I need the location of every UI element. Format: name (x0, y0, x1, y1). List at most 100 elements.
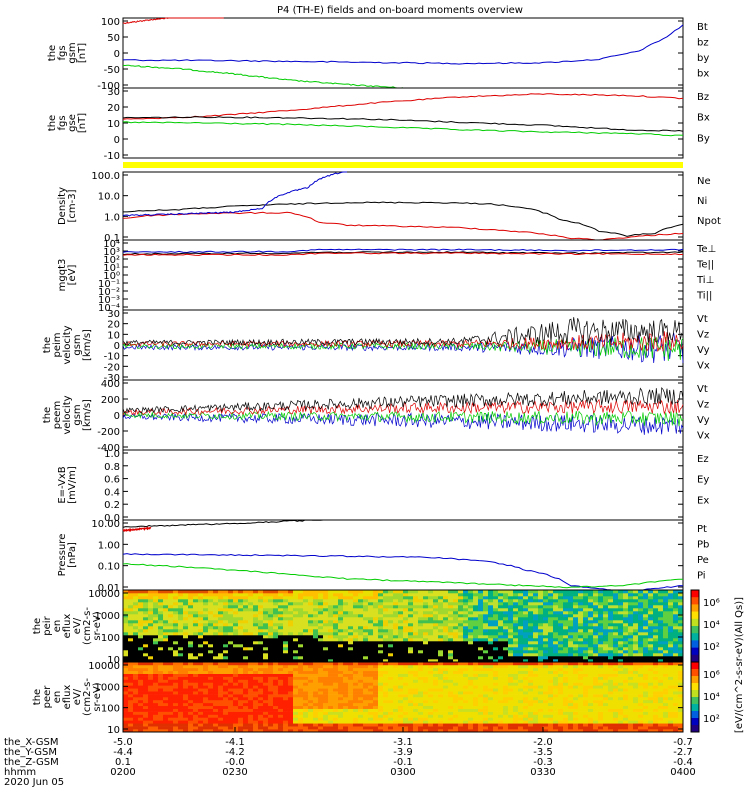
heatmap-cell (348, 667, 354, 672)
heatmap-cell (498, 685, 504, 689)
heatmap-cell (543, 708, 549, 712)
heatmap-cell (208, 688, 214, 692)
heatmap-cell (348, 617, 354, 621)
heatmap-cell (393, 708, 399, 712)
heatmap-cell (348, 656, 354, 660)
heatmap-cell (398, 596, 404, 600)
heatmap-cell (293, 664, 299, 669)
heatmap-cell (173, 702, 179, 707)
heatmap-cell (248, 673, 254, 677)
heatmap-cell (483, 614, 489, 618)
heatmap-cell (183, 617, 189, 621)
heatmap-cell (403, 685, 409, 689)
heatmap-cell (558, 629, 564, 633)
heatmap-cell (313, 667, 319, 672)
heatmap-cell (318, 714, 324, 718)
heatmap-cell (248, 662, 254, 666)
heatmap-cell (128, 670, 134, 674)
heatmap-cell (178, 726, 184, 730)
heatmap-cell (588, 596, 594, 600)
heatmap-cell (218, 614, 224, 618)
heatmap-cell (293, 679, 299, 683)
heatmap-cell (163, 729, 169, 733)
heatmap-cell (288, 682, 294, 686)
heatmap-cell (653, 599, 659, 603)
heatmap-cell (133, 726, 139, 730)
heatmap-cell (343, 614, 349, 618)
heatmap-cell (623, 620, 629, 624)
heatmap-cell (218, 670, 224, 674)
heatmap-cell (193, 720, 199, 724)
heatmap-cell (223, 726, 229, 730)
heatmap-cell (138, 629, 144, 633)
heatmap-cell (333, 599, 339, 603)
heatmap-cell (473, 656, 479, 660)
y-axis-label-line: gsm (67, 42, 78, 63)
heatmap-cell (303, 673, 309, 677)
heatmap-cell (283, 685, 289, 689)
heatmap-cell (503, 596, 509, 600)
heatmap-cell (428, 694, 434, 698)
heatmap-cell (338, 647, 344, 651)
heatmap-cell (553, 605, 559, 609)
heatmap-cell (193, 647, 199, 651)
heatmap-cell (128, 659, 134, 663)
heatmap-cell (223, 702, 229, 707)
heatmap-cell (268, 611, 274, 615)
heatmap-cell (483, 623, 489, 627)
heatmap-cell (293, 673, 299, 677)
heatmap-cell (298, 599, 304, 603)
heatmap-cell (343, 723, 349, 727)
heatmap-cell (273, 682, 279, 686)
heatmap-cell (358, 726, 364, 730)
heatmap-cell (643, 650, 649, 654)
heatmap-cell (203, 653, 209, 657)
heatmap-cell (448, 714, 454, 718)
heatmap-cell (433, 711, 439, 715)
heatmap-cell (613, 620, 619, 624)
heatmap-cell (308, 590, 314, 594)
heatmap-cell (448, 626, 454, 630)
heatmap-cell (328, 720, 334, 724)
heatmap-cell (273, 632, 279, 636)
heatmap-cell (358, 691, 364, 695)
heatmap-cell (658, 632, 664, 636)
heatmap-cell (183, 656, 189, 660)
heatmap-cell (453, 720, 459, 724)
heatmap-cell (288, 699, 294, 704)
heatmap-cell (373, 641, 379, 645)
heatmap-cell (273, 599, 279, 603)
heatmap-cell (518, 608, 524, 612)
heatmap-cell (258, 688, 264, 692)
heatmap-cell (533, 688, 539, 692)
heatmap-cell (633, 620, 639, 624)
heatmap-cell (168, 705, 174, 709)
heatmap-cell (428, 650, 434, 654)
heatmap-cell (233, 635, 239, 639)
heatmap-cell (338, 670, 344, 674)
heatmap-cell (148, 694, 154, 698)
heatmap-cell (678, 617, 684, 621)
heatmap-cell (243, 720, 249, 724)
heatmap-cell (538, 714, 544, 718)
heatmap-cell (353, 647, 359, 651)
heatmap-cell (493, 662, 499, 666)
heatmap-cell (253, 662, 259, 666)
heatmap-cell (668, 608, 674, 612)
heatmap-cell (198, 635, 204, 639)
heatmap-cell (663, 602, 669, 606)
heatmap-cell (563, 596, 569, 600)
heatmap-cell (198, 694, 204, 698)
heatmap-cell (353, 679, 359, 683)
heatmap-cell (453, 635, 459, 639)
heatmap-cell (518, 705, 524, 709)
heatmap-cell (133, 626, 139, 630)
heatmap-cell (173, 708, 179, 712)
heatmap-cell (138, 590, 144, 594)
heatmap-cell (518, 711, 524, 715)
heatmap-cell (433, 697, 439, 701)
heatmap-cell (123, 614, 129, 618)
heatmap-cell (383, 590, 389, 594)
heatmap-cell (148, 670, 154, 674)
heatmap-cell (333, 714, 339, 718)
